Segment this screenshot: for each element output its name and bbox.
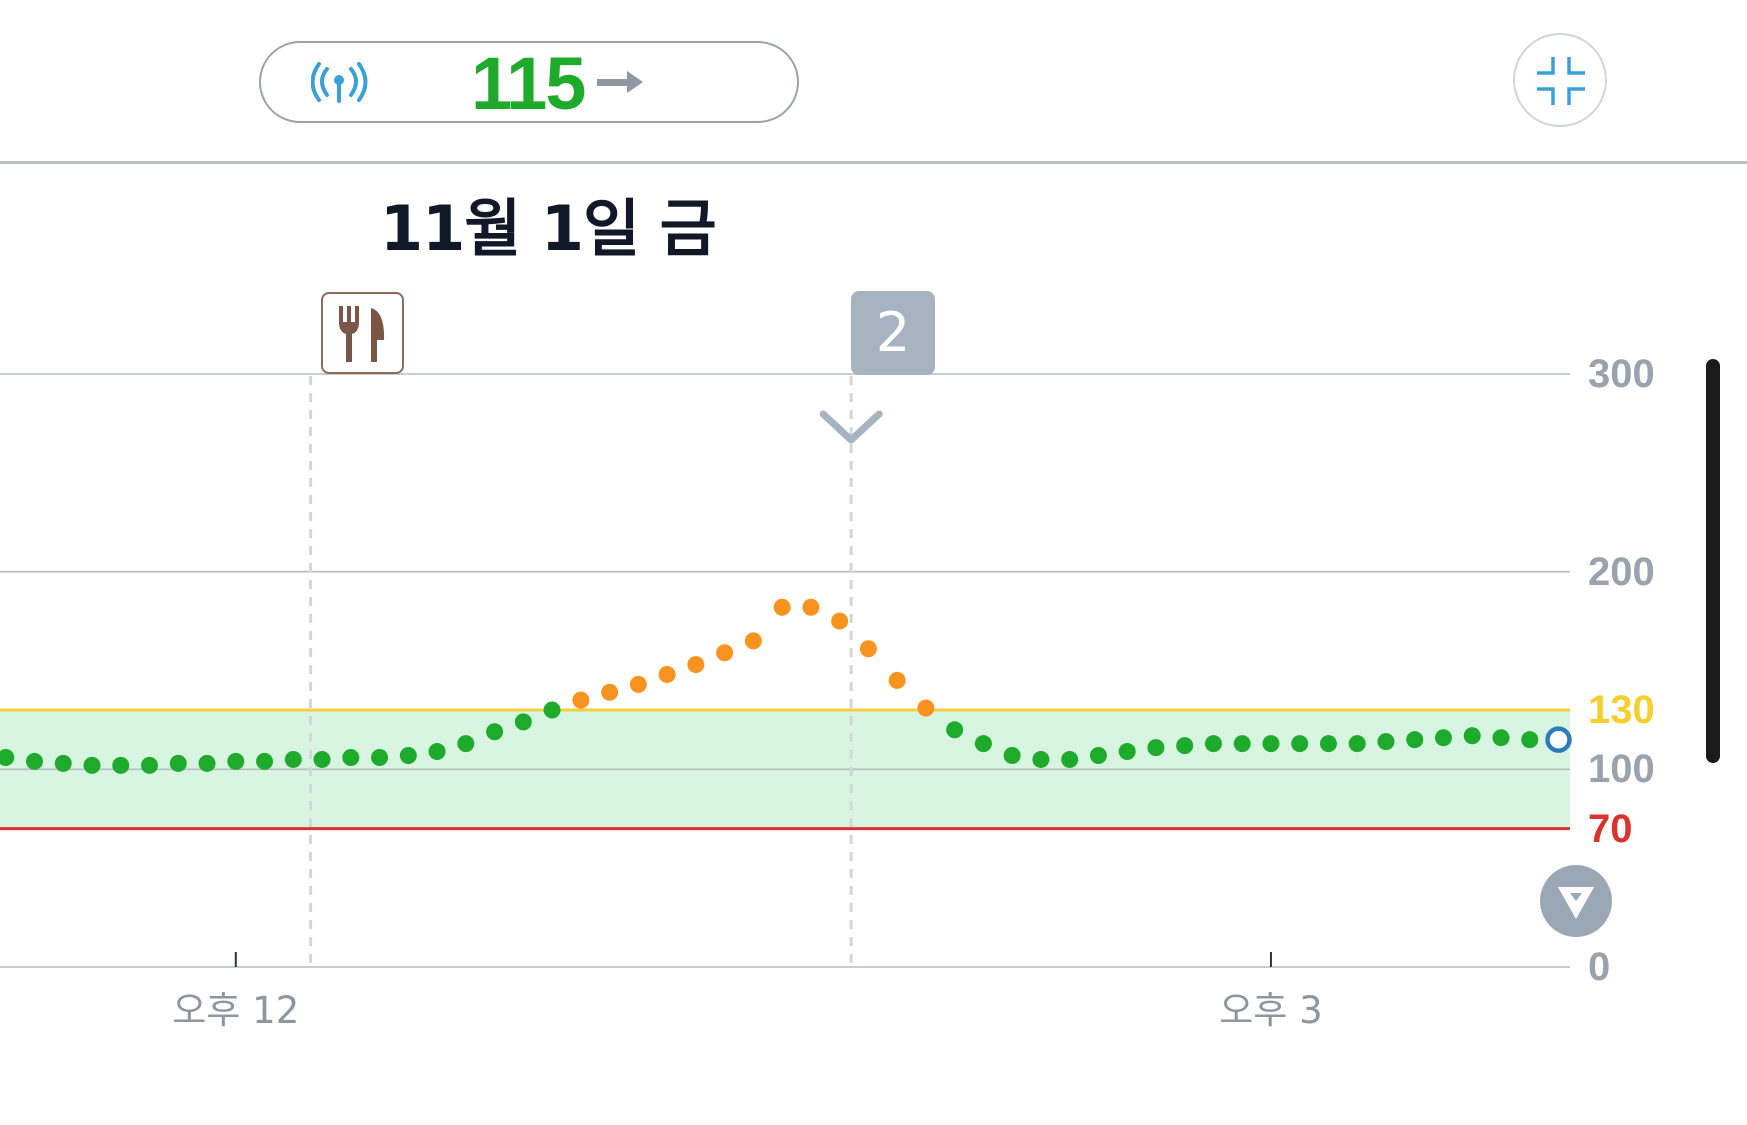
glucose-reading-point xyxy=(1262,735,1280,753)
glucose-reading-point xyxy=(744,632,762,650)
header-divider xyxy=(0,161,1747,164)
glucose-reading-point xyxy=(1032,750,1050,768)
meal-event-marker[interactable] xyxy=(321,292,404,374)
glucose-reading-point xyxy=(658,665,676,683)
glucose-reading-point xyxy=(543,701,561,719)
glucose-reading-point xyxy=(256,752,274,770)
x-tick-label: 오후 3 xyxy=(1219,989,1323,1032)
glucose-reading-point xyxy=(572,691,590,709)
current-reading-point[interactable] xyxy=(1545,726,1572,753)
glucose-reading-point xyxy=(1348,735,1366,753)
glucose-reading-point xyxy=(1291,735,1309,753)
glucose-reading-point xyxy=(486,723,504,741)
glucose-reading-point xyxy=(773,598,791,616)
glucose-reading-point xyxy=(54,754,72,772)
glucose-reading-point xyxy=(831,612,849,630)
glucose-reading-point xyxy=(284,750,302,768)
glucose-reading-point xyxy=(1434,729,1452,747)
collapse-button[interactable] xyxy=(1513,33,1607,127)
vertical-scrollbar[interactable] xyxy=(1706,359,1720,763)
glucose-reading-point xyxy=(428,743,446,761)
glucose-reading-point xyxy=(1377,733,1395,751)
glucose-reading-point xyxy=(227,752,245,770)
scroll-to-latest-button[interactable] xyxy=(1540,865,1612,937)
glucose-reading-point xyxy=(601,683,619,701)
glucose-reading-point xyxy=(0,748,15,766)
glucose-reading-point xyxy=(1176,737,1194,755)
glucose-reading-point xyxy=(917,699,935,717)
glucose-reading-point xyxy=(198,754,216,772)
glucose-reading-point xyxy=(112,756,130,774)
y-tick-label-130: 130 xyxy=(1588,688,1655,733)
glucose-reading-point xyxy=(1406,731,1424,749)
glucose-reading-point xyxy=(169,754,187,772)
glucose-reading-point xyxy=(1319,735,1337,753)
glucose-reading-point xyxy=(802,598,820,616)
current-glucose-pill[interactable]: 115 xyxy=(259,41,799,125)
glucose-reading-point xyxy=(974,735,992,753)
date-title: 11월 1일 금 xyxy=(380,192,717,265)
glucose-value: 115 xyxy=(471,42,586,125)
sensor-signal-icon xyxy=(311,62,368,103)
glucose-reading-point xyxy=(687,656,705,674)
y-tick-label-100: 100 xyxy=(1588,747,1655,792)
glucose-reading-point xyxy=(1061,750,1079,768)
y-tick-label-300: 300 xyxy=(1588,352,1655,396)
glucose-reading-point xyxy=(1492,729,1510,747)
glucose-reading-point xyxy=(946,721,964,739)
glucose-reading-point xyxy=(457,735,475,753)
arrow-right-icon xyxy=(597,71,643,93)
glucose-reading-point xyxy=(83,756,101,774)
glucose-reading-point xyxy=(716,644,734,662)
collapse-icon xyxy=(1537,57,1585,105)
glucose-reading-point xyxy=(1147,739,1165,757)
y-tick-label-70: 70 xyxy=(1588,806,1633,851)
y-tick-label-0: 0 xyxy=(1588,945,1611,989)
event-count-badge[interactable]: 2 xyxy=(851,291,935,375)
chevron-down-icon[interactable] xyxy=(819,410,883,444)
y-tick-label-200: 200 xyxy=(1588,549,1655,594)
glucose-reading-point xyxy=(888,671,906,689)
glucose-reading-point xyxy=(859,640,877,658)
glucose-reading-point xyxy=(1204,735,1222,753)
glucose-reading-point xyxy=(26,752,44,770)
x-tick-label: 오후 12 xyxy=(172,989,300,1032)
glucose-reading-point xyxy=(629,675,647,693)
glucose-reading-point xyxy=(342,748,360,766)
glucose-reading-point xyxy=(141,756,159,774)
arrow-down-icon xyxy=(1558,887,1594,919)
glucose-reading-point xyxy=(1521,731,1539,749)
glucose-reading-point xyxy=(1089,746,1107,764)
fork-knife-icon xyxy=(339,306,385,362)
glucose-reading-point xyxy=(399,746,417,764)
glucose-reading-point xyxy=(313,750,331,768)
glucose-reading-point xyxy=(1233,735,1251,753)
glucose-reading-point xyxy=(514,713,532,731)
glucose-reading-point xyxy=(1463,727,1481,745)
glucose-reading-point xyxy=(1003,746,1021,764)
glucose-reading-point xyxy=(1118,743,1136,761)
glucose-reading-point xyxy=(371,748,389,766)
